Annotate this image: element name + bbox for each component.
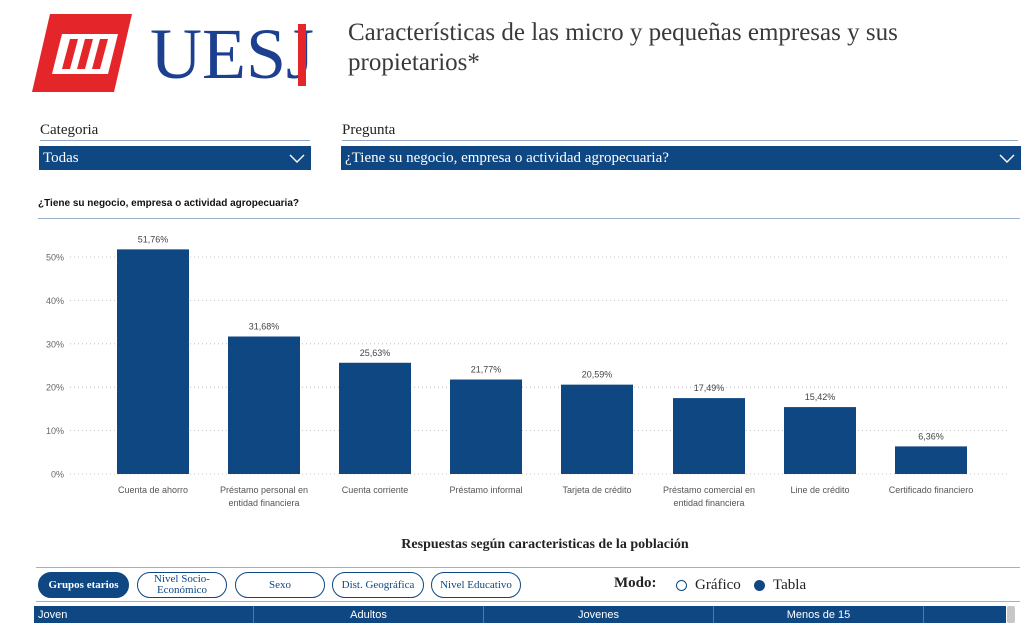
bar [450,379,522,474]
tab-grupos-etarios[interactable]: Grupos etarios [38,572,129,598]
x-tick-label: Line de crédito [790,485,849,495]
column-header-joven[interactable]: Joven [34,606,254,623]
tab-nivel-educativo[interactable]: Nivel Educativo [431,572,521,598]
data-label: 25,63% [360,348,391,358]
column-header-jovenes[interactable]: Jovenes [484,606,714,623]
y-tick-label: 0% [51,470,64,480]
radio-tabla-label: Tabla [773,577,807,593]
pregunta-value: ¿Tiene su negocio, empresa o actividad a… [345,150,669,166]
table-divider [36,601,1020,602]
categoria-dropdown[interactable]: Todas [39,146,311,170]
radio-grafico-label: Gráfico [695,577,741,593]
bar [673,398,745,474]
column-header-adultos[interactable]: Adultos [254,606,484,623]
bar [228,336,300,474]
table-scrollbar[interactable] [1007,606,1015,623]
categoria-value: Todas [43,150,79,166]
x-tick-label: entidad financiera [228,498,299,508]
tab-nivel-socio-economico[interactable]: Nivel Socio-Económico [137,572,227,598]
y-tick-label: 10% [46,426,64,436]
radio-selected-icon [754,580,765,591]
tab-dist-geografica[interactable]: Dist. Geográfica [332,572,424,598]
pregunta-label: Pregunta [342,122,396,138]
pregunta-dropdown[interactable]: ¿Tiene su negocio, empresa o actividad a… [341,146,1021,170]
chart-divider [38,218,1020,219]
section-divider [36,567,1020,568]
section-title: Respuestas según caracteristicas de la p… [401,537,689,552]
y-tick-label: 20% [46,383,64,393]
column-header-menos-de-15[interactable]: Menos de 15 [714,606,924,623]
data-label: 21,77% [471,365,502,375]
tab-sexo[interactable]: Sexo [235,572,325,598]
pregunta-divider [342,140,1018,141]
bar [561,384,633,474]
x-tick-label: Tarjeta de crédito [562,485,631,495]
x-tick-label: Préstamo informal [449,485,522,495]
categoria-label: Categoria [40,122,99,138]
y-tick-label: 40% [46,296,64,306]
x-tick-label: Préstamo personal en [220,485,308,495]
chart-title: ¿Tiene su negocio, empresa o actividad a… [38,198,300,209]
radio-tabla[interactable]: Tabla [754,577,806,594]
bar [784,407,856,474]
chevron-down-icon [999,154,1015,163]
data-label: 31,68% [249,322,280,332]
table-header: Joven Adultos Jovenes Menos de 15 [34,606,1006,623]
x-tick-label: Cuenta corriente [342,485,409,495]
bar [117,249,189,474]
categoria-divider [40,140,310,141]
page-title: Características de las micro y pequeñas … [348,19,898,76]
modo-label: Modo: [614,575,657,591]
x-tick-label: Préstamo comercial en [663,485,755,495]
data-label: 15,42% [805,392,836,402]
bar-chart: 0% 10% 20% 30% 40% 50% 51,76% Cuenta de ahorro 3… [46,234,1010,508]
bar [895,446,967,474]
logo-text: UESJ [150,14,314,94]
x-tick-label: Certificado financiero [889,485,974,495]
y-tick-label: 30% [46,339,64,349]
data-label: 17,49% [694,383,725,393]
tab-label: Nivel Socio-Económico [154,573,210,596]
x-tick-label: Cuenta de ahorro [118,485,188,495]
radio-grafico[interactable]: Gráfico [676,577,741,594]
data-label: 20,59% [582,370,613,380]
uesj-logo: UESJ [32,14,314,94]
column-header-extra [924,606,1006,623]
chevron-down-icon [289,154,305,163]
bar [339,362,411,474]
data-label: 6,36% [918,431,944,441]
data-label: 51,76% [138,234,169,244]
y-tick-label: 50% [46,253,64,263]
x-tick-label: entidad financiera [673,498,744,508]
radio-unselected-icon [676,580,687,591]
